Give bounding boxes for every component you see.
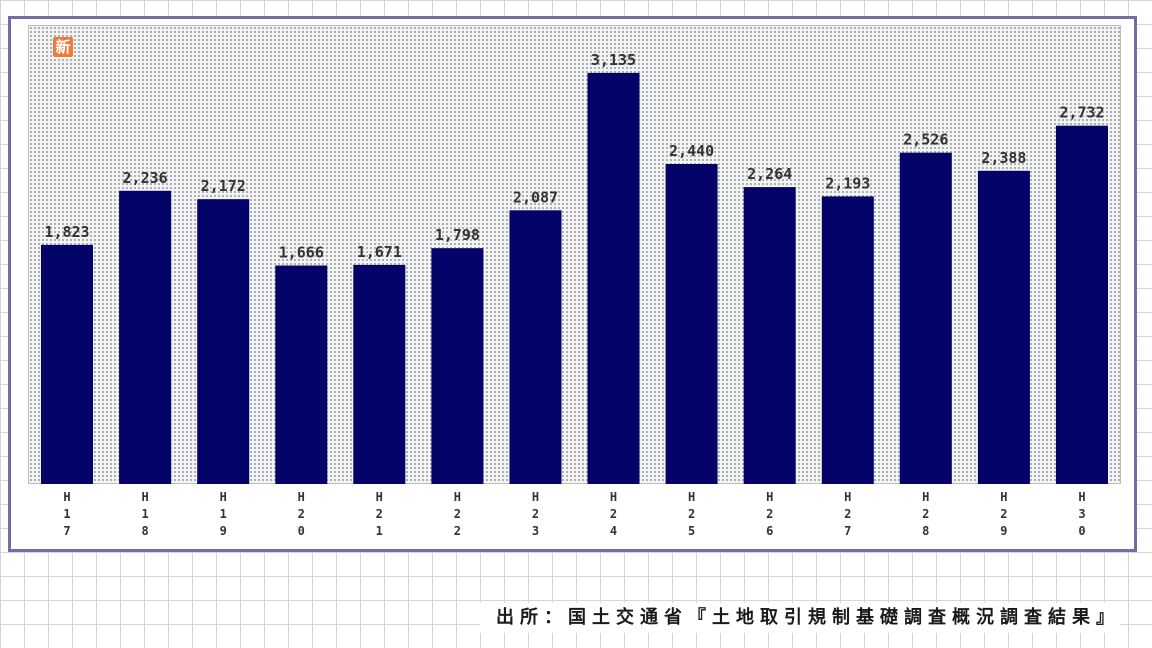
- bar-value-label: 1,671: [357, 243, 402, 261]
- x-axis-labels: H 1 7 H 1 8 H 1 9 H 2 0 H 2 1 H 2 2 H 2 3 H 2 4…: [28, 489, 1121, 549]
- bar-value-label: 2,440: [669, 142, 714, 160]
- bar-H30: [1056, 125, 1108, 484]
- x-tick-label: H 2 1: [375, 490, 383, 538]
- bar-H29: [977, 170, 1030, 485]
- bar-H28: [899, 152, 952, 484]
- x-tick-label: H 2 7: [844, 490, 852, 538]
- bar-value-label: 2,388: [981, 149, 1026, 167]
- bar-H26: [743, 187, 796, 484]
- bar-value-label: 2,526: [903, 131, 948, 149]
- bar-value-label: 2,193: [825, 174, 870, 192]
- bar-value-label: 1,666: [279, 244, 324, 262]
- bar-value-label: 3,135: [591, 51, 636, 69]
- x-tick-label: H 1 7: [63, 490, 71, 538]
- x-tick-label: H 2 6: [766, 490, 774, 538]
- x-tick-label: H 2 8: [922, 490, 930, 538]
- x-tick-label: H 2 5: [687, 490, 696, 538]
- chart-frame: 1,823 2,236 2,172 1,666 1,671 1,798 2,087 3,135…: [8, 16, 1137, 552]
- bar-H20: [275, 265, 328, 484]
- source-note: 出所：国土交通省『土地取引規制基礎調査概況調査結果』: [480, 603, 1120, 633]
- bar-H17: [41, 244, 93, 484]
- x-tick-label: H 1 9: [219, 490, 227, 538]
- bar-H23: [509, 210, 562, 485]
- bar-value-label: 1,798: [435, 226, 480, 244]
- bar-value-label: 2,264: [747, 165, 792, 183]
- bar-value-label: 1,823: [44, 223, 89, 241]
- bar-value-label: 2,732: [1059, 104, 1104, 122]
- bar-value-label: 2,172: [201, 177, 246, 195]
- x-tick-label: H 2 3: [531, 490, 540, 538]
- bar-H21: [353, 264, 406, 484]
- bar-H27: [821, 196, 874, 484]
- logo-icon: 新: [53, 37, 73, 57]
- x-tick-label: H 2 4: [609, 490, 618, 538]
- x-tick-label: H 2 9: [1000, 490, 1008, 538]
- bar-H25: [665, 164, 718, 484]
- bar-H19: [197, 199, 250, 484]
- bar-H18: [119, 190, 172, 485]
- x-tick-label: H 2 2: [453, 490, 461, 538]
- bar-H24: [587, 72, 640, 485]
- x-tick-label: H 2 0: [297, 490, 305, 538]
- bar-value-label: 2,087: [513, 188, 558, 206]
- x-tick-label: H 1 8: [141, 490, 149, 538]
- bar-H22: [431, 248, 484, 484]
- bar-value-label: 2,236: [123, 169, 168, 187]
- x-tick-label: H 3 0: [1078, 490, 1086, 538]
- bar-chart: 1,823 2,236 2,172 1,666 1,671 1,798 2,087 3,135…: [41, 51, 1108, 485]
